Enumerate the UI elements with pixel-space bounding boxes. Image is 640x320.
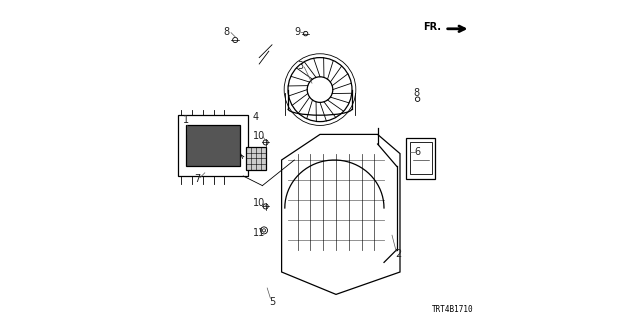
Text: 10: 10 (253, 198, 266, 208)
Text: 4: 4 (252, 112, 259, 122)
Text: 7: 7 (195, 174, 201, 184)
Text: 1: 1 (182, 115, 189, 125)
Bar (410, 142, 432, 174)
Text: 5: 5 (269, 297, 276, 308)
Bar (406, 138, 435, 179)
Text: FR.: FR. (424, 22, 442, 32)
Bar (186, 125, 240, 166)
Text: 9: 9 (294, 27, 301, 37)
Text: 8: 8 (223, 27, 230, 37)
Bar (246, 147, 266, 170)
Text: 11: 11 (253, 228, 266, 238)
Text: 8: 8 (413, 88, 419, 99)
Text: TRT4B1710: TRT4B1710 (432, 305, 474, 314)
Text: 3: 3 (298, 60, 304, 71)
Text: 10: 10 (253, 131, 266, 141)
Text: 2: 2 (396, 249, 401, 260)
Bar (178, 115, 248, 176)
Text: 6: 6 (415, 147, 421, 157)
